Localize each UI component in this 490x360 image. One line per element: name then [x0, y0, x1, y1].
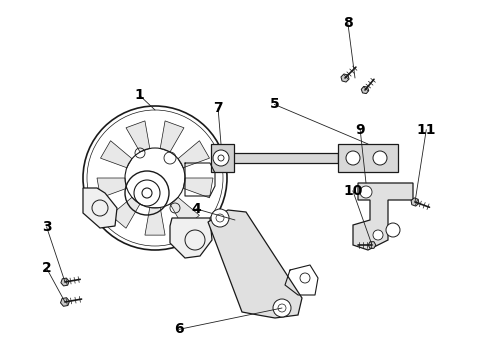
- Text: 7: 7: [213, 101, 223, 115]
- Text: 3: 3: [42, 220, 51, 234]
- Polygon shape: [178, 141, 210, 168]
- Polygon shape: [83, 188, 117, 228]
- Polygon shape: [97, 178, 127, 198]
- Polygon shape: [338, 144, 398, 172]
- Text: 4: 4: [191, 202, 201, 216]
- Polygon shape: [61, 278, 69, 286]
- Circle shape: [360, 186, 372, 198]
- Text: 10: 10: [343, 184, 363, 198]
- Polygon shape: [368, 242, 376, 248]
- Circle shape: [386, 223, 400, 237]
- Polygon shape: [111, 197, 140, 228]
- Polygon shape: [170, 218, 212, 258]
- Polygon shape: [411, 198, 419, 206]
- Circle shape: [373, 230, 383, 240]
- Circle shape: [211, 209, 229, 227]
- Polygon shape: [353, 183, 413, 250]
- Text: 11: 11: [416, 123, 436, 136]
- Polygon shape: [170, 197, 199, 228]
- Text: 1: 1: [135, 89, 145, 102]
- Polygon shape: [211, 144, 234, 172]
- Polygon shape: [160, 121, 184, 152]
- Polygon shape: [228, 153, 338, 163]
- Polygon shape: [183, 178, 213, 198]
- Polygon shape: [126, 121, 150, 152]
- Text: 5: 5: [270, 98, 279, 111]
- Text: 9: 9: [355, 123, 365, 136]
- Circle shape: [273, 299, 291, 317]
- Polygon shape: [341, 74, 349, 82]
- Circle shape: [300, 273, 310, 283]
- Circle shape: [373, 151, 387, 165]
- Text: 6: 6: [174, 323, 184, 336]
- Circle shape: [346, 151, 360, 165]
- Polygon shape: [145, 208, 165, 235]
- Text: 8: 8: [343, 17, 353, 30]
- Polygon shape: [100, 141, 132, 168]
- Circle shape: [213, 150, 229, 166]
- Polygon shape: [208, 210, 302, 318]
- Polygon shape: [60, 298, 70, 306]
- Text: 2: 2: [42, 261, 51, 275]
- Polygon shape: [361, 86, 369, 94]
